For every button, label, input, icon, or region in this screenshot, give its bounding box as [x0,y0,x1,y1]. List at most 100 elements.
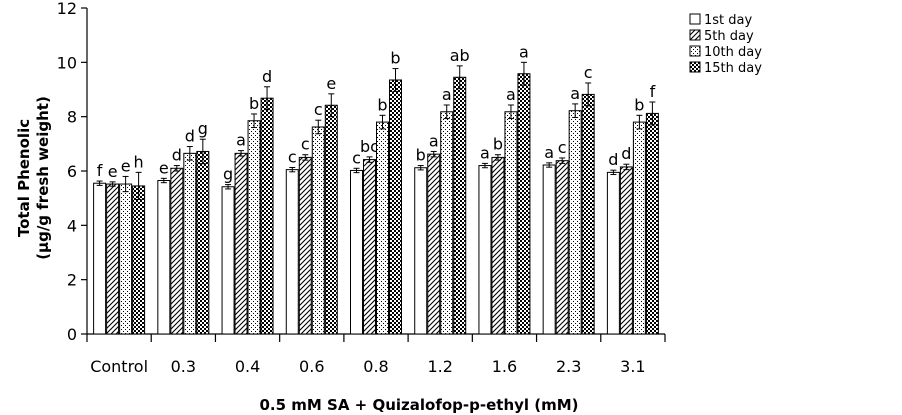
bar [132,185,146,335]
significance-label: f [650,82,656,101]
significance-label: a [442,85,452,104]
x-tick-label: 2.3 [556,357,581,376]
significance-label: a [236,131,246,150]
y-tick-label: 8 [67,108,77,127]
bar [183,152,197,335]
legend-label: 1st day [704,13,752,28]
x-tick-label: 1.6 [492,357,517,376]
bar [568,110,582,335]
significance-label: a [544,143,554,162]
bar [517,73,531,335]
x-tick-label: 3.1 [620,357,645,376]
significance-label: c [288,147,297,166]
x-tick-label: 1.2 [427,357,452,376]
legend-swatch [689,45,701,57]
bar [298,156,312,335]
significance-label: d [185,127,195,146]
significance-label: b [634,95,644,114]
bar [542,164,556,335]
significance-label: d [621,144,631,163]
bar [196,150,210,335]
significance-label: a [480,143,490,162]
x-tick-label: 0.4 [235,357,260,376]
significance-label: c [584,63,593,82]
significance-label: a [570,84,580,103]
y-tick-label: 12 [57,0,77,18]
bar [247,120,261,335]
bar [350,169,363,335]
y-axis-title-line1: Total Phenolic [15,119,33,237]
bar [157,180,171,335]
bar [491,156,505,335]
x-tick-label: 0.3 [171,357,196,376]
bar [632,121,646,335]
significance-label: ab [450,46,470,65]
y-axis-title-line2: (µg/g fresh weight) [34,96,52,260]
bar [93,182,107,335]
y-axis-title: Total Phenolic (µg/g fresh weight) [15,96,52,260]
y-tick-label: 10 [57,53,77,72]
significance-label: c [301,135,310,154]
significance-label: e [326,74,336,93]
significance-label: e [159,158,169,177]
bar [311,126,325,335]
bar [414,167,428,335]
y-tick-label: 6 [67,162,77,181]
bar [221,186,235,335]
legend-swatch [689,29,701,41]
bar [170,167,184,335]
significance-label: b [249,94,259,113]
bar [389,79,402,335]
bar [581,93,595,335]
significance-label: a [506,85,516,104]
legend-swatch [689,13,701,25]
bar [119,183,133,335]
legend-label: 15th day [704,61,762,76]
bar [376,121,389,335]
significance-label: a [519,42,529,61]
significance-label: h [134,152,144,171]
significance-label: f [97,161,103,180]
bar [234,152,248,335]
significance-label: b [493,135,503,154]
significance-label: c [352,148,361,167]
significance-label: g [223,165,233,184]
bar [478,165,492,335]
bar [504,111,518,335]
bar [606,171,620,335]
plot-area: 0 2 4 6 8 10 12 Control 0.3 0.4 0.6 0.8 1.2 1.6 2.3 3.1… [57,0,666,376]
significance-label: d [608,150,618,169]
y-tick-label: 0 [67,325,77,344]
bar [619,166,633,335]
legend-label: 5th day [704,29,754,44]
bar [324,104,338,335]
significance-label: c [558,138,567,157]
bar [440,111,454,335]
x-tick-label: Control [90,357,148,376]
legend-swatch [689,61,701,73]
x-tick-label: 0.8 [363,357,388,376]
significance-label: e [121,156,131,175]
bar [427,153,441,335]
significance-label: b [390,49,400,68]
significance-label: g [198,119,208,138]
bar [363,159,376,335]
y-tick-label: 4 [67,216,77,235]
bar [106,183,120,335]
significance-label: c [314,100,323,119]
significance-label: b [377,95,387,114]
significance-label: d [262,67,272,86]
significance-label: d [172,146,182,165]
bar [645,112,659,335]
significance-label: e [108,162,118,181]
y-tick-label: 2 [67,271,77,290]
x-axis-title: 0.5 mM SA + Quizalofop-p-ethyl (mM) [259,396,578,414]
bar [285,169,299,335]
x-tick-label: 0.6 [299,357,324,376]
bar [453,76,467,335]
significance-label: a [429,131,439,150]
legend-label: 10th day [704,45,762,60]
bar [260,97,274,335]
